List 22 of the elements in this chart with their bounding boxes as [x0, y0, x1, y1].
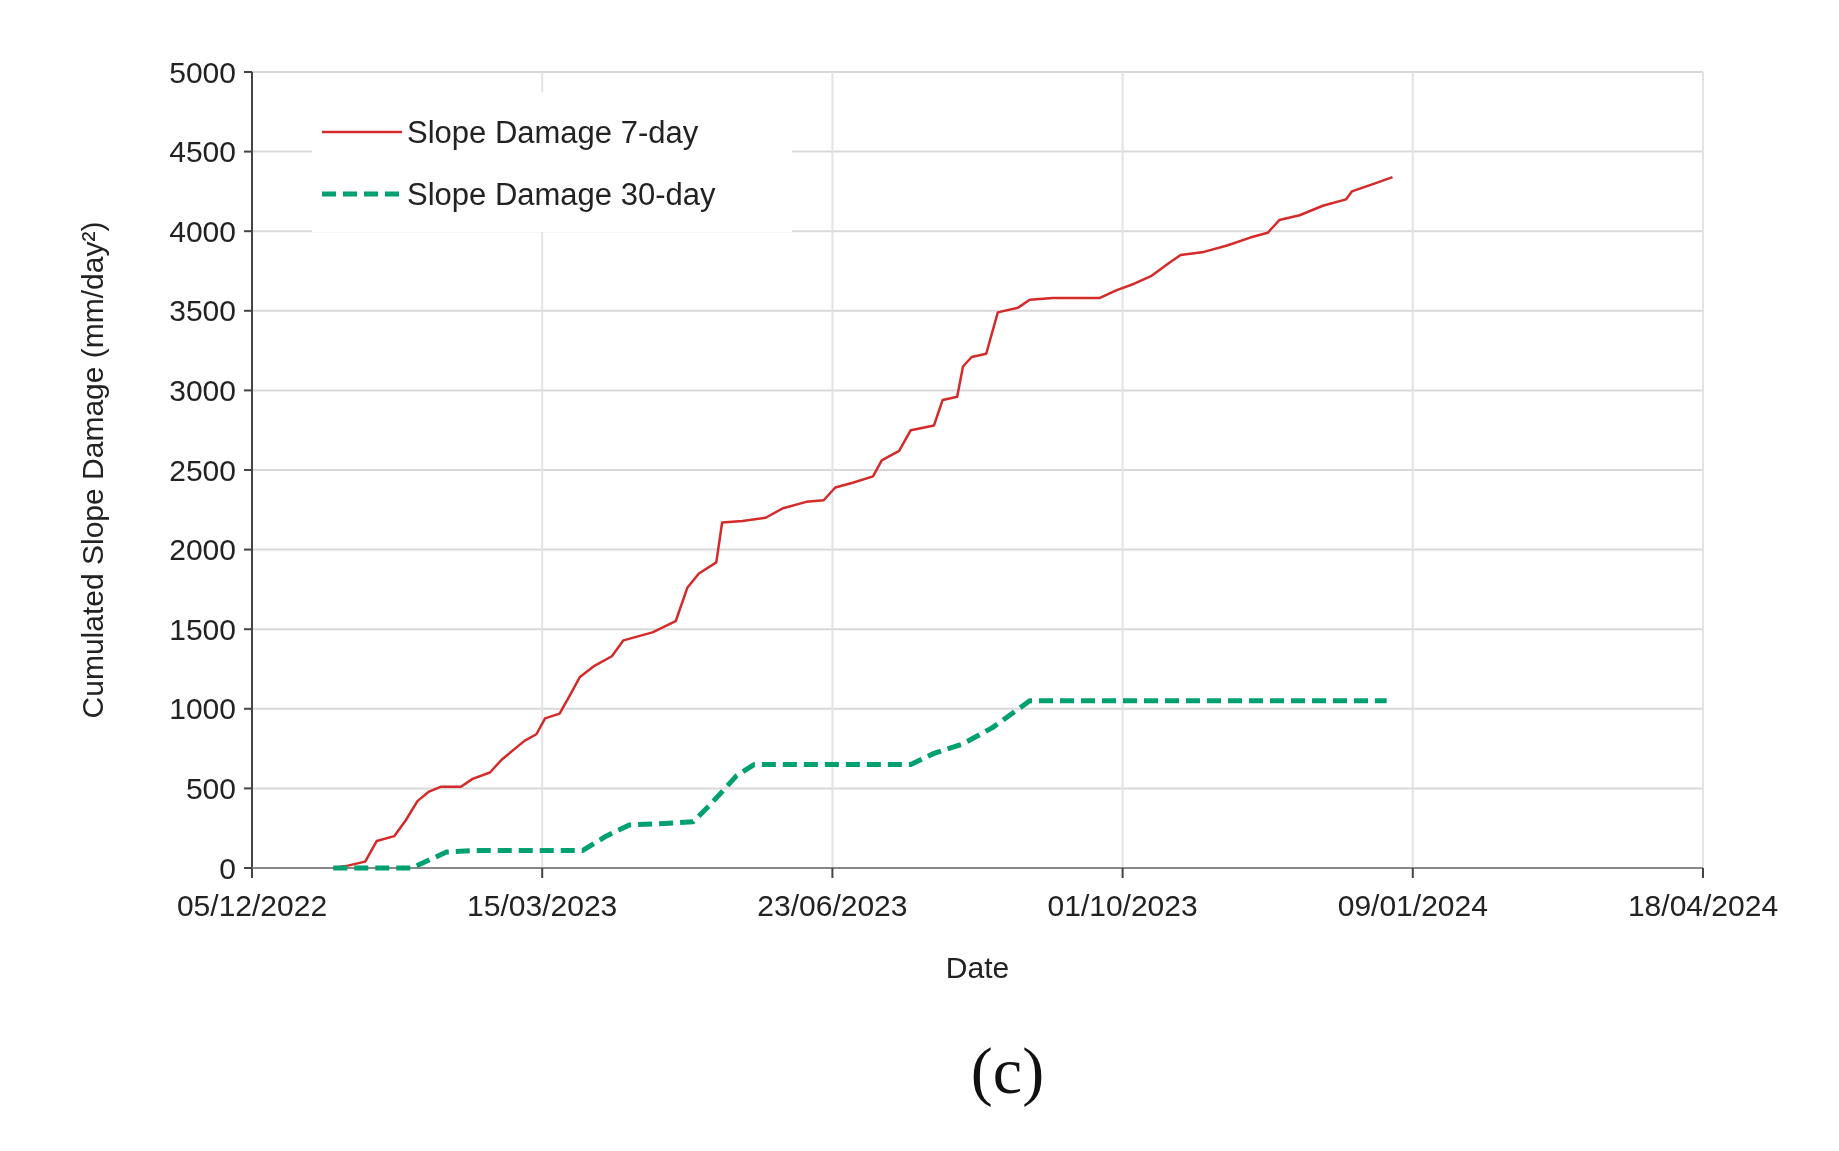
y-tick-label: 500: [185, 771, 236, 805]
y-tick-label: 2000: [169, 533, 236, 567]
y-axis-title: Cumulated Slope Damage (mm/day²): [76, 221, 109, 719]
x-axis-title: Date: [945, 951, 1010, 984]
y-tick-label: 2500: [169, 453, 236, 487]
legend-label: Slope Damage 30-day: [407, 176, 716, 212]
x-tick-label: 18/04/2024: [1627, 889, 1779, 922]
x-tick-label: 01/10/2023: [1047, 889, 1198, 922]
x-tick-label: 05/12/2022: [176, 889, 328, 922]
y-tick-label: 3500: [169, 294, 236, 328]
y-tick-label: 1500: [169, 612, 236, 646]
y-tick-label: 5000: [169, 55, 236, 89]
x-tick-label: 09/01/2024: [1337, 889, 1488, 922]
y-tick-label: 4000: [169, 214, 236, 248]
y-tick-label: 0: [219, 851, 236, 885]
y-tick-label: 4500: [169, 135, 236, 169]
legend-label: Slope Damage 7-day: [407, 114, 699, 150]
x-tick-label: 15/03/2023: [467, 889, 618, 922]
x-tick-label: 23/06/2023: [757, 889, 908, 922]
text: (c): [970, 1034, 1045, 1108]
y-tick-label: 1000: [169, 692, 236, 726]
y-tick-label: 3000: [169, 373, 236, 407]
